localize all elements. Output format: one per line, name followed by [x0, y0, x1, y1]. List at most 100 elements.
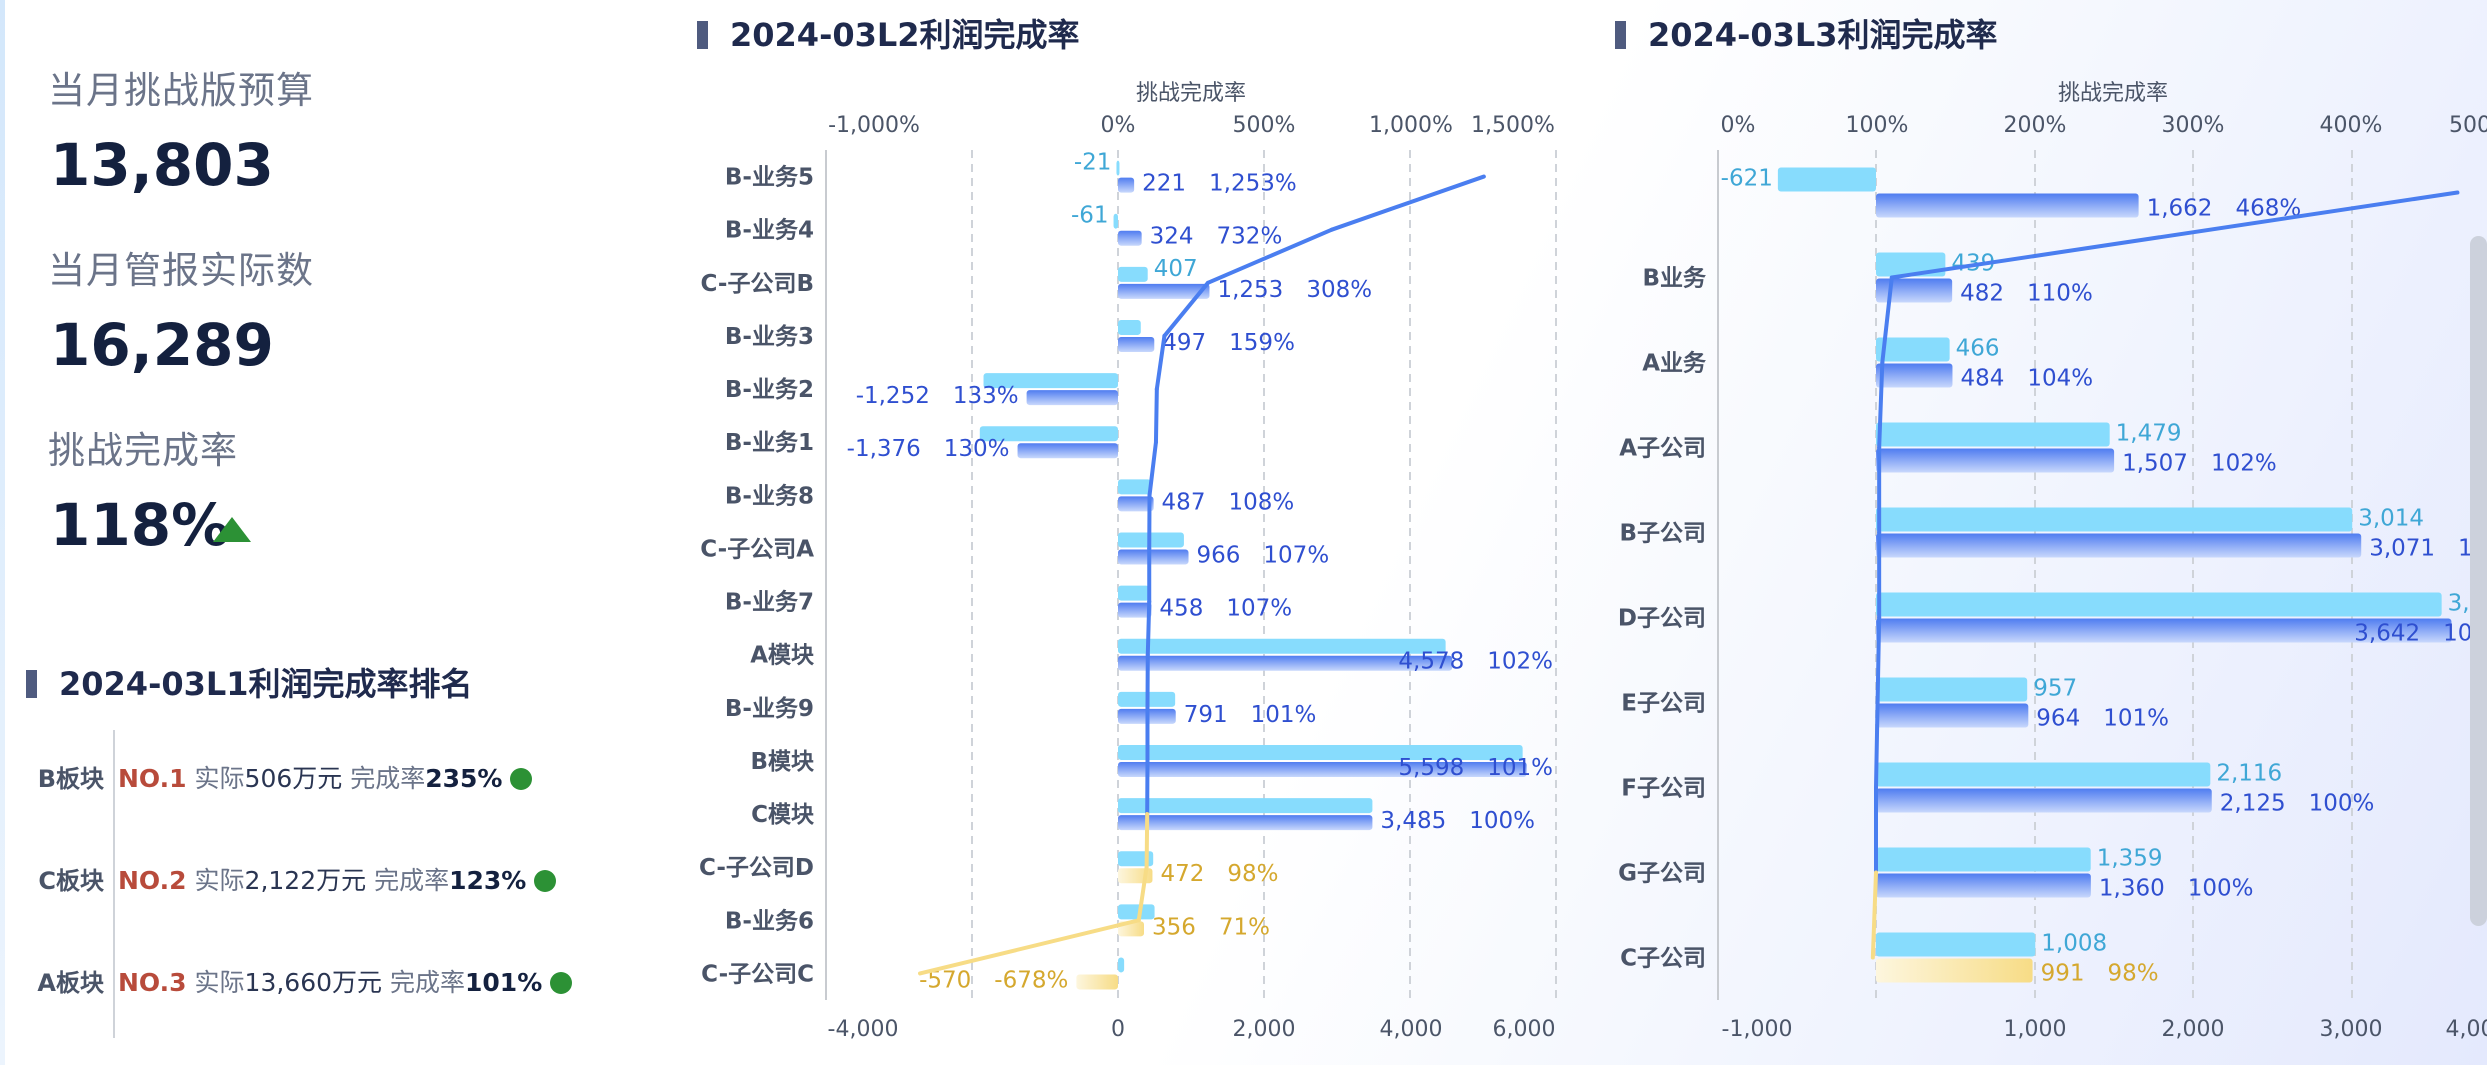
unit: 万元: [316, 866, 367, 895]
rate-line-segment: [1162, 280, 1210, 338]
budget-bar: [1876, 932, 2036, 957]
ranking-rate: 101%: [465, 968, 543, 997]
actual-rate-label: 458 107%: [1159, 596, 1292, 622]
category-label: B-业务8: [725, 483, 814, 509]
kpi-actual-value: 16,289: [50, 311, 274, 379]
unit: 万元: [292, 764, 343, 793]
actual-bar: [1026, 390, 1118, 406]
rate-line-segment: [1870, 870, 1878, 960]
actual-bar: [1118, 177, 1135, 193]
l3-chart-title-text: 2024-03L3利润完成率: [1648, 16, 1998, 54]
budget-bar: [1876, 507, 2353, 532]
x2-tick-label: 100%: [1846, 113, 1909, 138]
actual-rate-label: 221 1,253%: [1142, 171, 1297, 197]
actual-rate-label: 964 101%: [2036, 706, 2169, 732]
actual-rate-label: 3,071 102: [2369, 536, 2487, 562]
actual-bar: [1017, 443, 1118, 459]
category-label: B-业务4: [725, 218, 814, 244]
category-label: C模块: [751, 802, 814, 828]
budget-bar: [1876, 592, 2442, 617]
category-label: B-业务3: [725, 324, 814, 350]
budget-bar: [1118, 904, 1155, 920]
x2-tick-label: 0%: [1101, 113, 1136, 138]
trend-up-icon: [213, 517, 251, 542]
actual-rate-label: -1,252 133%: [856, 383, 1019, 409]
x2-tick-label: 1,000%: [1369, 113, 1453, 138]
rate-line-segment: [1889, 190, 2460, 280]
ranking-segment: A板块: [37, 968, 104, 997]
budget-bar: [1118, 585, 1150, 601]
ranking-row: A板块 NO.3 实际 13,660 万元 完成率 101%: [28, 968, 573, 997]
actual-bar: [1118, 496, 1154, 512]
category-label: B子公司: [1619, 521, 1706, 547]
actual-bar: [1876, 533, 2362, 558]
budget-bar: [1118, 744, 1523, 760]
category-label: B业务: [1642, 266, 1707, 292]
category-label: B模块: [750, 749, 814, 775]
actual-bar: [1076, 974, 1118, 990]
category-label: C-子公司A: [700, 536, 814, 562]
rate-line-segment: [918, 918, 1141, 976]
rate-line-segment: [1136, 865, 1149, 923]
x2-axis-title: 挑战完成率: [2058, 81, 2168, 106]
budget-bar: [1113, 213, 1118, 229]
x-tick-label: 6,000: [1493, 1017, 1556, 1042]
ranking-actual: 2,122: [244, 866, 317, 895]
category-label: G子公司: [1618, 861, 1706, 887]
title-marker-icon: [26, 670, 37, 698]
rate-line-segment: [1329, 174, 1486, 232]
budget-bar: [1118, 479, 1151, 495]
x2-tick-label: -1,000%: [828, 113, 920, 138]
x-tick-label: 0: [1111, 1017, 1125, 1042]
actual-rate-label: 791 101%: [1184, 702, 1317, 728]
rate-line-segment: [1880, 275, 1894, 365]
actual-bar: [1118, 655, 1453, 671]
actual-rate-label: 497 159%: [1162, 330, 1295, 356]
actual-rate-label: 5,598 101%: [1398, 755, 1553, 781]
budget-value-label: 957: [2033, 676, 2077, 702]
actual-rate-label: 1,507 102%: [2122, 451, 2277, 477]
chart-scrollbar[interactable]: [2470, 236, 2487, 926]
x-tick-label: 4,00: [2446, 1017, 2487, 1042]
category-label: A业务: [1642, 351, 1707, 377]
ranking-actual: 13,660: [244, 968, 333, 997]
budget-bar: [1876, 677, 2028, 702]
ranking-rate: 235%: [425, 764, 503, 793]
x2-tick-label: 200%: [2004, 113, 2067, 138]
actual-rate-label: 2,125 100%: [2220, 791, 2375, 817]
budget-bar: [1118, 638, 1446, 654]
x2-tick-label: 300%: [2162, 113, 2225, 138]
rate-line-segment: [1205, 227, 1334, 285]
budget-bar: [1118, 319, 1141, 335]
x2-axis-title: 挑战完成率: [1136, 81, 1246, 106]
actual-bar: [1876, 618, 2452, 643]
unit: 万元: [332, 968, 383, 997]
budget-bar: [1876, 422, 2110, 447]
budget-value-label: -621: [1721, 166, 1773, 192]
budget-value-label: 466: [1956, 336, 2000, 362]
budget-bar: [1876, 762, 2211, 787]
category-label: B-业务5: [725, 165, 814, 191]
rate-line-segment: [1147, 440, 1158, 498]
budget-value-label: -21: [1074, 150, 1112, 176]
ranking-title-text: 2024-03L1利润完成率排名: [59, 665, 473, 703]
category-label: B-业务9: [725, 696, 814, 722]
x2-tick-label: 500%: [1233, 113, 1296, 138]
actual-rate-label: 991 98%: [2041, 961, 2159, 987]
budget-value-label: 2,116: [2216, 761, 2282, 787]
ranking-rank: NO.3: [118, 968, 187, 997]
x-tick-label: -4,000: [828, 1017, 899, 1042]
category-label: A模块: [750, 643, 814, 669]
actual-bar: [1118, 815, 1373, 831]
actual-rate-label: 3,642 102: [2354, 621, 2487, 647]
budget-bar: [1118, 957, 1125, 973]
x2-tick-label: 400%: [2320, 113, 2383, 138]
x2-tick-label: 1,500%: [1471, 113, 1555, 138]
x-tick-label: 2,000: [1233, 1017, 1296, 1042]
actual-prefix: 实际: [194, 764, 245, 793]
category-label: A子公司: [1619, 436, 1706, 462]
kpi-rate-value: 118%: [50, 491, 230, 559]
budget-bar: [979, 426, 1118, 442]
